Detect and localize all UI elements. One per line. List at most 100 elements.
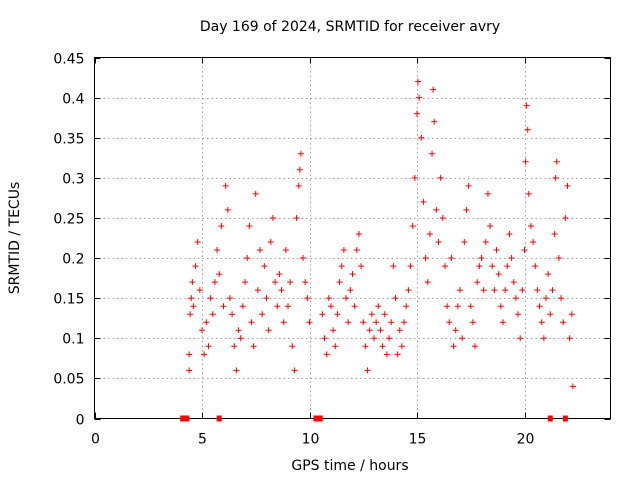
- data-point: [345, 319, 352, 326]
- data-point: [555, 255, 562, 262]
- data-point: [560, 319, 567, 326]
- data-point: [306, 319, 313, 326]
- data-point: [233, 367, 240, 374]
- data-point: [285, 303, 291, 310]
- data-point: [553, 158, 560, 165]
- data-point: [512, 295, 519, 302]
- data-point: [319, 311, 326, 318]
- data-point: [330, 327, 337, 334]
- data-point: [422, 255, 429, 262]
- data-point: [218, 222, 225, 229]
- data-point: [190, 303, 197, 310]
- data-point: [375, 303, 382, 310]
- data-point: [515, 311, 522, 318]
- data-point: [525, 190, 532, 197]
- data-point: [291, 367, 298, 374]
- data-point: [448, 255, 455, 262]
- data-point: [429, 150, 436, 157]
- data-point: [476, 263, 483, 270]
- data-point: [282, 247, 289, 254]
- data-point: [506, 230, 513, 237]
- data-point: [558, 295, 565, 302]
- data-point: [495, 271, 502, 278]
- data-point: [414, 110, 420, 117]
- data-point: [480, 287, 487, 294]
- data-point: [540, 335, 547, 342]
- data-point: [267, 239, 274, 246]
- data-point: [418, 134, 425, 141]
- data-point: [278, 287, 285, 294]
- data-point: [562, 214, 569, 221]
- data-point: [246, 222, 253, 229]
- data-point: [224, 206, 231, 213]
- data-point: [510, 279, 517, 286]
- data-point: [467, 303, 474, 310]
- data-point: [474, 279, 481, 286]
- data-point: [328, 303, 334, 310]
- data-point: [205, 343, 212, 350]
- data-point: [362, 343, 369, 350]
- data-point: [289, 343, 296, 350]
- data-point: [500, 319, 506, 326]
- data-point: [430, 86, 437, 93]
- data-point: [229, 311, 236, 318]
- data-point: [482, 239, 489, 246]
- data-point: [545, 271, 552, 278]
- data-point: [272, 279, 279, 286]
- data-point: [487, 222, 494, 229]
- data-point: [519, 287, 526, 294]
- data-point: [437, 174, 444, 181]
- y-tick-label: 0.25: [53, 212, 84, 228]
- data-point: [407, 263, 414, 270]
- data-point: [220, 303, 227, 310]
- data-point: [239, 303, 246, 310]
- zero-marker: [313, 415, 319, 422]
- data-point: [297, 150, 304, 157]
- data-point: [226, 295, 233, 302]
- data-point: [426, 230, 433, 237]
- plot-frame: [94, 57, 611, 419]
- data-point: [263, 295, 270, 302]
- data-point: [521, 247, 528, 254]
- data-point: [343, 295, 350, 302]
- data-point: [187, 311, 194, 318]
- data-point: [366, 327, 373, 334]
- x-axis-label: GPS time / hours: [291, 458, 408, 474]
- data-point: [409, 222, 416, 229]
- data-point: [478, 255, 485, 262]
- data-point: [355, 230, 362, 237]
- data-point: [242, 279, 248, 286]
- data-point: [216, 271, 223, 278]
- data-point: [416, 94, 423, 101]
- data-point: [188, 295, 195, 302]
- data-point: [186, 351, 193, 358]
- data-point: [435, 239, 442, 246]
- data-point: [524, 126, 531, 133]
- zero-markers: [180, 415, 568, 422]
- data-point: [254, 287, 261, 294]
- data-point: [386, 335, 393, 342]
- data-point: [469, 319, 476, 326]
- data-point: [222, 182, 229, 189]
- data-point: [420, 198, 427, 205]
- data-point: [261, 263, 268, 270]
- data-point: [547, 311, 554, 318]
- data-point: [274, 303, 281, 310]
- data-point: [383, 351, 390, 358]
- data-point: [269, 214, 276, 221]
- data-point: [196, 287, 203, 294]
- data-point: [300, 255, 307, 262]
- data-point: [201, 351, 208, 358]
- data-point: [364, 367, 371, 374]
- data-point: [564, 182, 571, 189]
- data-point: [379, 343, 386, 350]
- data-point: [549, 287, 556, 294]
- data-point: [536, 303, 543, 310]
- x-tick-label: 15: [409, 432, 427, 448]
- data-point: [522, 158, 529, 165]
- data-point: [373, 319, 380, 326]
- data-point: [489, 263, 496, 270]
- y-axis-label: SRMTID / TECUs: [7, 182, 23, 295]
- data-point: [484, 190, 491, 197]
- data-point: [332, 343, 339, 350]
